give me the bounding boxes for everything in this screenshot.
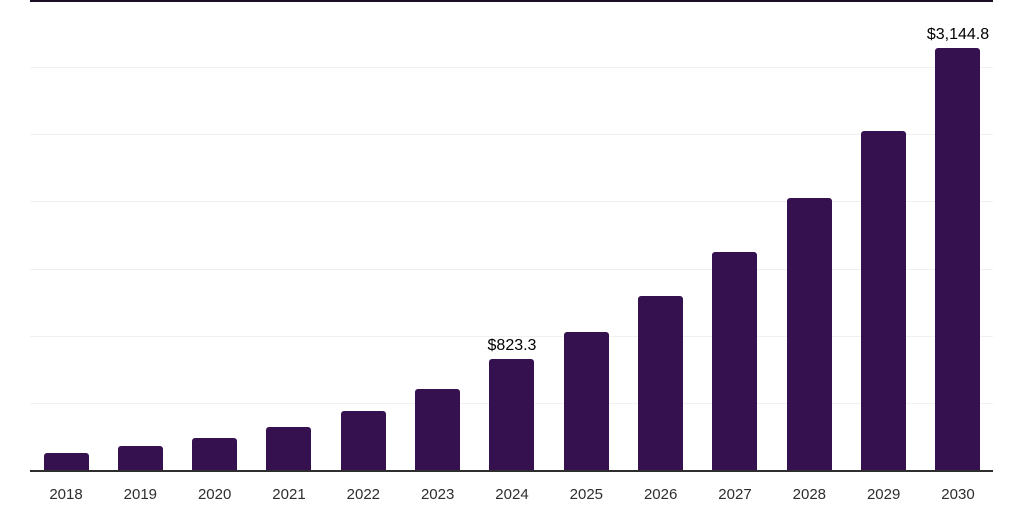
x-tick-2020: 2020 <box>197 486 232 503</box>
x-tick-2025: 2025 <box>569 486 604 503</box>
gridline-2000 <box>30 201 993 203</box>
bar-2024 <box>489 359 535 470</box>
bar-2025 <box>563 331 609 470</box>
x-tick-2030: 2030 <box>941 486 975 503</box>
gridline-1000 <box>30 335 993 337</box>
value-label-2030: $3,144.8 <box>926 25 990 43</box>
x-tick-2019: 2019 <box>123 486 158 503</box>
gridline-3000 <box>30 67 993 69</box>
bar-2030 <box>935 47 981 470</box>
gridline-2500 <box>30 134 993 136</box>
value-label-2024: $823.3 <box>487 337 537 355</box>
bar-2026 <box>638 295 684 470</box>
bar-2028 <box>786 198 832 470</box>
x-tick-2023: 2023 <box>420 486 455 503</box>
x-tick-2021: 2021 <box>272 486 306 503</box>
bar-2019 <box>117 446 163 470</box>
x-tick-2022: 2022 <box>346 486 381 503</box>
bar-2023 <box>415 389 461 470</box>
bar-2029 <box>861 130 907 470</box>
bar-2018 <box>43 452 89 470</box>
bar-2021 <box>266 427 312 470</box>
bar-2027 <box>712 252 758 470</box>
x-tick-2026: 2026 <box>643 486 678 503</box>
gridline-1500 <box>30 268 993 270</box>
x-tick-2024: 2024 <box>495 486 529 503</box>
x-tick-2029: 2029 <box>866 486 901 503</box>
x-axis-line <box>30 470 993 472</box>
bar-2020 <box>192 438 238 470</box>
x-tick-2027: 2027 <box>718 486 752 503</box>
x-tick-2028: 2028 <box>792 486 827 503</box>
x-tick-2018: 2018 <box>49 486 83 503</box>
bar-2022 <box>340 411 386 470</box>
plot-top-border <box>30 0 993 2</box>
plot-area: $823.3 $3,144.8 <box>30 0 993 472</box>
